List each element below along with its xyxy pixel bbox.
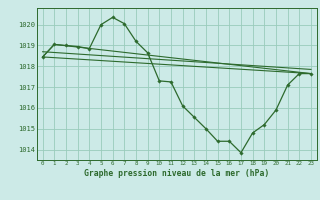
X-axis label: Graphe pression niveau de la mer (hPa): Graphe pression niveau de la mer (hPa)	[84, 169, 269, 178]
